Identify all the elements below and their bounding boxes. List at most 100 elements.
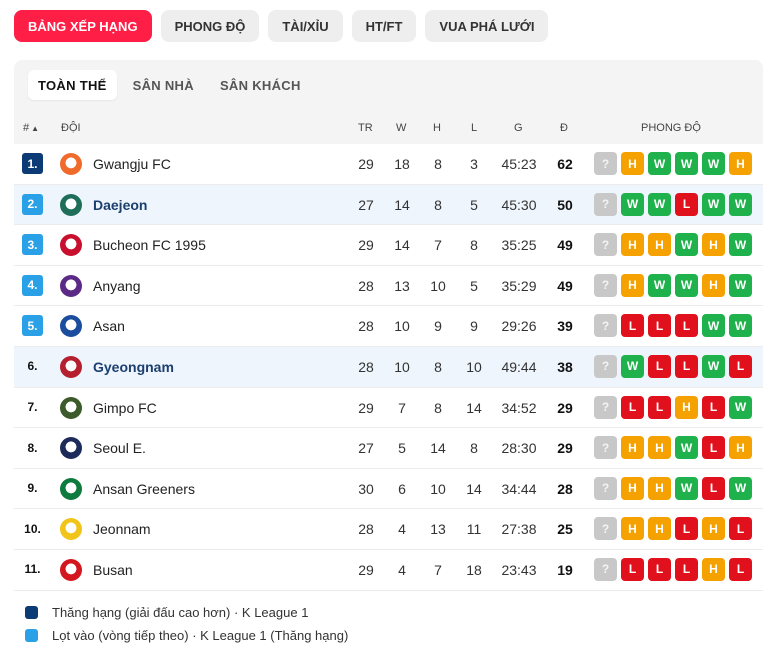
table-row[interactable]: 8. Seoul E. 27 5 14 8 28:30 29? H H W L H [14, 428, 763, 469]
form-badge[interactable]: W [675, 476, 698, 500]
form-badge[interactable]: L [729, 517, 752, 541]
table-row[interactable]: 11. Busan 29 4 7 18 23:43 19? L L L H L [14, 549, 763, 591]
tab-top-scorers[interactable]: VUA PHÁ LƯỚI [425, 10, 549, 42]
form-badge[interactable]: L [675, 354, 698, 378]
form-badge[interactable]: W [648, 273, 671, 297]
tab-standings[interactable]: BẢNG XẾP HẠNG [14, 10, 152, 42]
team-name[interactable]: Gwangju FC [93, 156, 171, 172]
upcoming-match-badge[interactable]: ? [594, 395, 617, 419]
table-row[interactable]: 9. Ansan Greeners 30 6 10 14 34:44 28? H H W L W [14, 468, 763, 510]
form-badge[interactable]: W [675, 273, 698, 297]
stat-played: 28 [358, 318, 374, 335]
upcoming-match-badge[interactable]: ? [594, 354, 617, 378]
upcoming-match-badge[interactable]: ? [594, 476, 617, 500]
form-badge[interactable]: L [621, 557, 644, 581]
table-row[interactable]: 1. Gwangju FC 29 18 8 3 45:23 62? H W W W H [14, 144, 763, 185]
team-name[interactable]: Jeonnam [93, 521, 151, 538]
form-badge[interactable]: W [702, 192, 725, 216]
form-badge[interactable]: L [675, 192, 698, 216]
sub-tab-overall[interactable]: TOÀN THỂ [28, 70, 117, 100]
form-badge[interactable]: H [621, 152, 644, 175]
team-name[interactable]: Seoul E. [93, 440, 146, 457]
upcoming-match-badge[interactable]: ? [594, 557, 617, 581]
form-badge[interactable]: W [675, 152, 698, 175]
form-badge[interactable]: H [702, 233, 725, 257]
table-row[interactable]: 5. Asan 28 10 9 9 29:26 39? L L L W W [14, 306, 763, 347]
form-badge[interactable]: L [675, 557, 698, 581]
form-badge[interactable]: W [621, 354, 644, 378]
upcoming-match-badge[interactable]: ? [594, 436, 617, 460]
form-badge[interactable]: H [702, 557, 725, 581]
stat-played: 30 [358, 480, 374, 497]
form-badge[interactable]: W [675, 233, 698, 257]
form-badge[interactable]: H [621, 233, 644, 257]
form-badge[interactable]: W [729, 476, 752, 500]
form-badge[interactable]: H [648, 436, 671, 460]
form-badge[interactable]: H [621, 273, 644, 297]
table-row[interactable]: 3. Bucheon FC 1995 29 14 7 8 35:25 49? H H W H W [14, 225, 763, 266]
form-badge[interactable]: H [648, 233, 671, 257]
team-name[interactable]: Gyeongnam [93, 358, 174, 375]
form-badge[interactable]: H [729, 152, 752, 175]
table-row[interactable]: 7. Gimpo FC 29 7 8 14 34:52 29? L L H L W [14, 387, 763, 429]
team-name[interactable]: Gimpo FC [93, 399, 157, 416]
form-badge[interactable]: H [702, 517, 725, 541]
form-badge[interactable]: L [675, 517, 698, 541]
form-badge[interactable]: W [729, 314, 752, 338]
form-badge[interactable]: H [675, 395, 698, 419]
form-badge[interactable]: H [621, 436, 644, 460]
sub-tab-home[interactable]: SÂN NHÀ [132, 77, 194, 93]
table-row[interactable]: 10. Jeonnam 28 4 13 11 27:38 25? H H L H L [14, 509, 763, 550]
form-badge[interactable]: L [675, 314, 698, 338]
form-badge[interactable]: L [729, 557, 752, 581]
form-badge[interactable]: H [648, 517, 671, 541]
form-badge[interactable]: L [621, 395, 644, 419]
form-badge[interactable]: L [648, 354, 671, 378]
form-badge[interactable]: W [729, 192, 752, 216]
form-badge[interactable]: W [675, 436, 698, 460]
upcoming-match-badge[interactable]: ? [594, 517, 617, 541]
team-name[interactable]: Asan [93, 318, 125, 335]
tab-form[interactable]: PHONG ĐỘ [160, 10, 260, 42]
upcoming-match-badge[interactable]: ? [594, 273, 617, 297]
form-badge[interactable]: L [729, 354, 752, 378]
form-badge[interactable]: W [729, 233, 752, 257]
form-badge[interactable]: W [702, 314, 725, 338]
form-badge[interactable]: W [729, 395, 752, 419]
form-badge[interactable]: L [621, 314, 644, 338]
form-badge[interactable]: W [729, 273, 752, 297]
form-badge[interactable]: H [621, 476, 644, 500]
upcoming-match-badge[interactable]: ? [594, 192, 617, 216]
form-badge[interactable]: H [702, 273, 725, 297]
tab-over-under[interactable]: TÀI/XỈU [268, 10, 343, 42]
team-name[interactable]: Anyang [93, 277, 141, 294]
team-name[interactable]: Ansan Greeners [93, 480, 195, 497]
form-badge[interactable]: W [621, 192, 644, 216]
form-badge[interactable]: W [648, 152, 671, 175]
form-badge[interactable]: H [621, 517, 644, 541]
table-row[interactable]: 6. Gyeongnam 28 10 8 10 49:44 38? W L L W L [14, 346, 763, 388]
table-row[interactable]: 2. Daejeon 27 14 8 5 45:30 50? W W L W W [14, 184, 763, 226]
form-badge[interactable]: H [648, 476, 671, 500]
form-badge[interactable]: W [702, 152, 725, 175]
team-name[interactable]: Bucheon FC 1995 [93, 237, 206, 254]
upcoming-match-badge[interactable]: ? [594, 314, 617, 338]
header-rank[interactable]: # ▲ [23, 122, 39, 134]
form-badge[interactable]: L [648, 395, 671, 419]
form-badge[interactable]: L [702, 436, 725, 460]
tab-ht-ft[interactable]: HT/FT [351, 10, 417, 42]
form-badge[interactable]: L [648, 557, 671, 581]
team-name[interactable]: Daejeon [93, 196, 148, 213]
form-badge[interactable]: W [702, 354, 725, 378]
team-name[interactable]: Busan [93, 561, 133, 578]
form-badge[interactable]: W [648, 192, 671, 216]
form-badge[interactable]: H [729, 436, 752, 460]
table-row[interactable]: 4. Anyang 28 13 10 5 35:29 49? H W W H W [14, 265, 763, 307]
sub-tab-away[interactable]: SÂN KHÁCH [219, 77, 301, 93]
upcoming-match-badge[interactable]: ? [594, 152, 617, 175]
stat-points: 49 [557, 237, 573, 254]
form-badge[interactable]: L [702, 395, 725, 419]
upcoming-match-badge[interactable]: ? [594, 233, 617, 257]
form-badge[interactable]: L [648, 314, 671, 338]
form-badge[interactable]: L [702, 476, 725, 500]
